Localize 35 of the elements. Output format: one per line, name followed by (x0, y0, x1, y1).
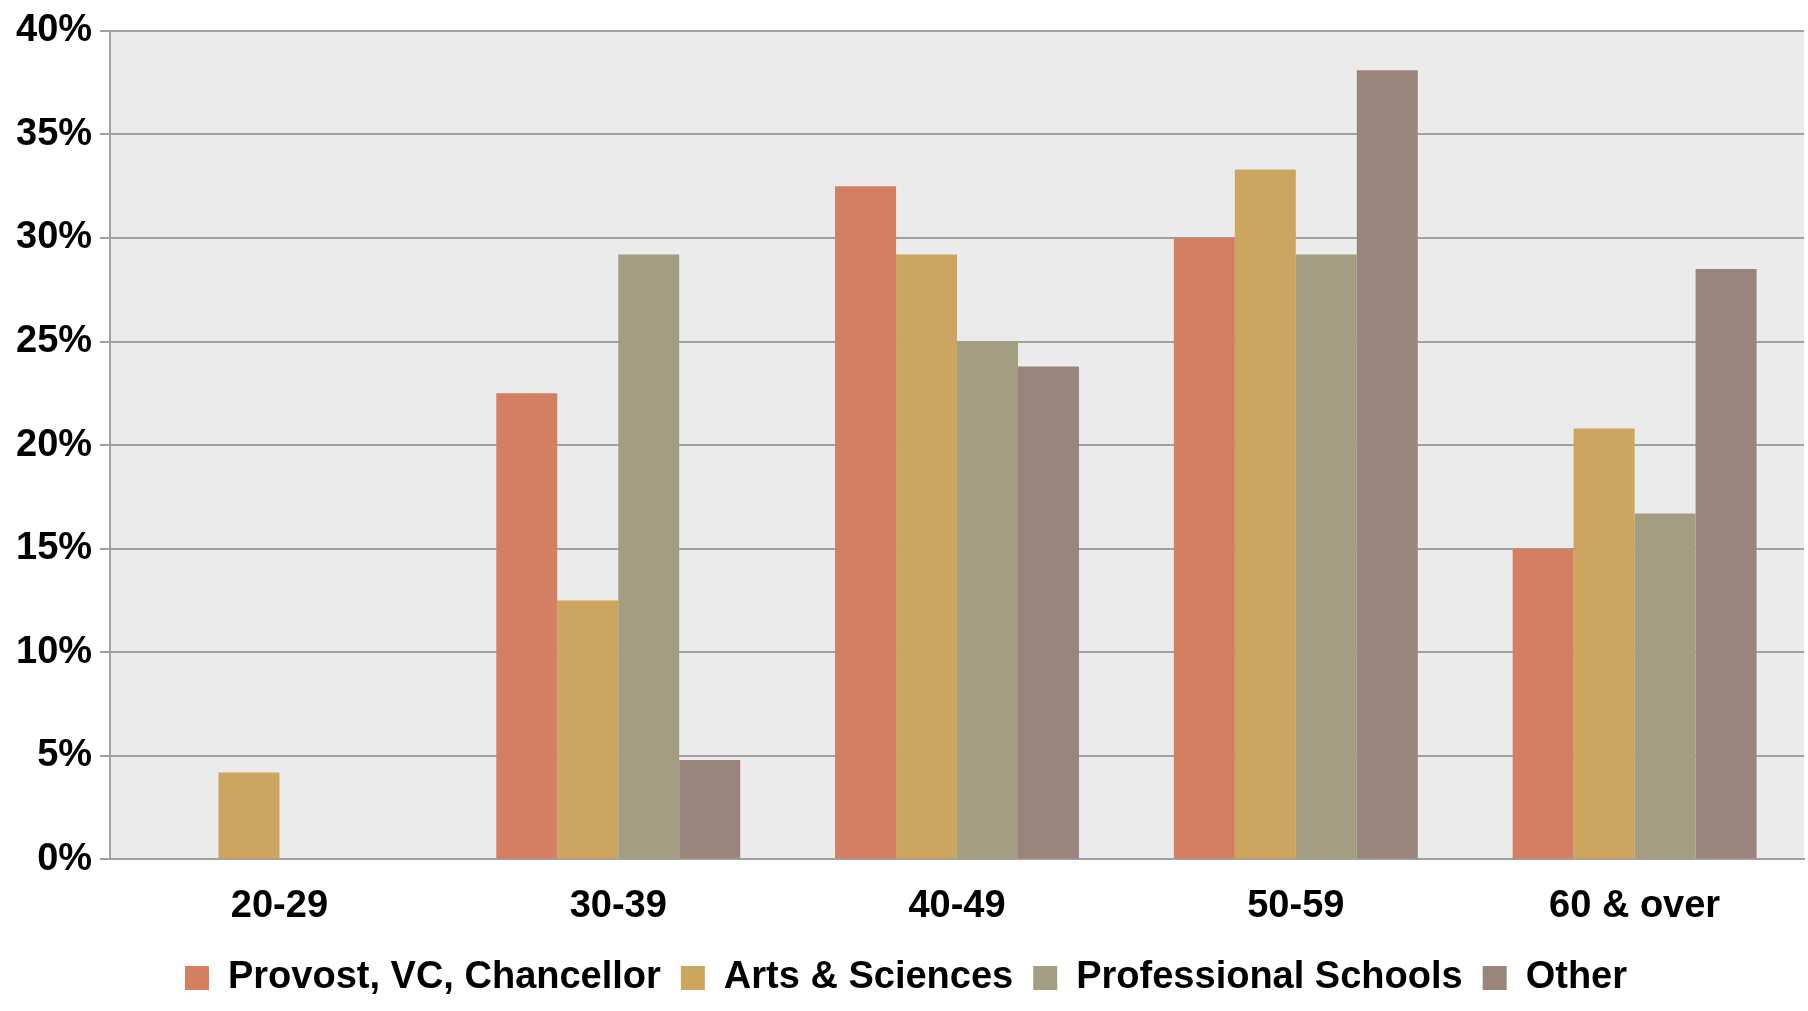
bar (835, 186, 897, 859)
y-tick-label: 30% (15, 214, 93, 257)
bar (1173, 237, 1235, 859)
y-tick-label: 25% (15, 318, 93, 361)
bar (496, 393, 558, 859)
bar (896, 254, 958, 859)
x-tick-label: 40-49 (908, 882, 1006, 925)
legend-label: Provost, VC, Chancellor (227, 954, 662, 997)
bar (957, 341, 1019, 859)
x-tick-label: 20-29 (230, 882, 329, 925)
bar (679, 759, 741, 859)
y-tick-label: 0% (37, 835, 93, 878)
bar (1234, 169, 1296, 859)
bar (618, 254, 680, 859)
legend-label: Professional Schools (1076, 954, 1463, 997)
x-tick-label: 60 & over (1549, 882, 1721, 925)
x-tick-label: 50-59 (1247, 882, 1345, 925)
bar (1018, 366, 1079, 859)
y-tick-label: 40% (15, 7, 93, 50)
y-tick-label: 35% (15, 110, 93, 153)
bar (1634, 513, 1696, 859)
bar (1295, 254, 1357, 859)
bar (557, 600, 619, 859)
y-tick-label: 5% (37, 732, 93, 775)
bar (1356, 70, 1418, 859)
bar (1573, 428, 1635, 859)
x-tick-label: 30-39 (569, 882, 667, 925)
y-tick-label: 20% (15, 421, 93, 464)
bar (1695, 269, 1757, 859)
legend-label: Other (1525, 954, 1628, 997)
bar (1512, 548, 1574, 859)
y-tick-label: 15% (15, 525, 93, 568)
legend-label: Arts & Sciences (723, 954, 1014, 997)
y-tick-label: 10% (15, 628, 93, 671)
bar (218, 772, 280, 859)
